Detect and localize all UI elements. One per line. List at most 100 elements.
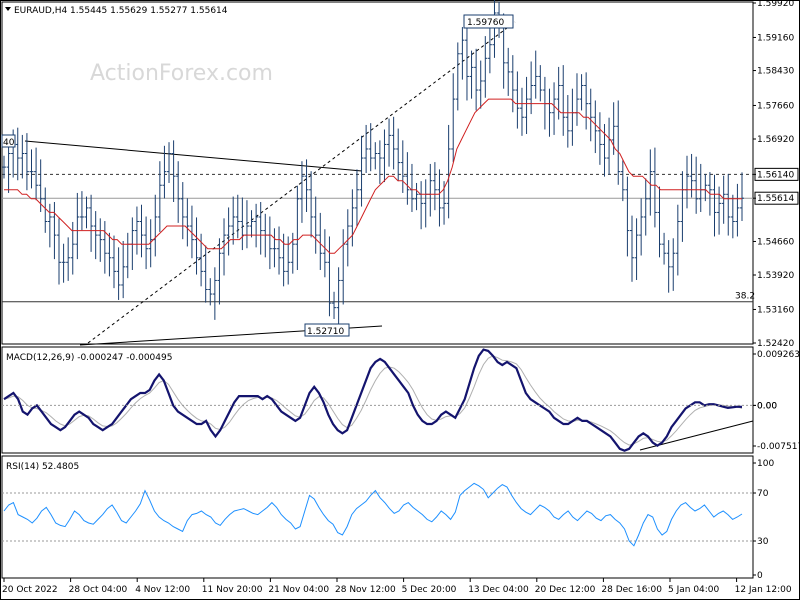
price-bar bbox=[332, 291, 337, 319]
price-bar bbox=[524, 76, 529, 135]
left-edge-label-box bbox=[1, 134, 16, 148]
price-bar bbox=[345, 209, 350, 267]
time-tick-label: 28 Nov 12:00 bbox=[335, 585, 396, 595]
price-bar bbox=[405, 152, 410, 205]
price-bar bbox=[377, 140, 382, 184]
time-tick-label: 11 Nov 20:00 bbox=[202, 585, 263, 595]
macd-tick-label: 0.00 bbox=[757, 401, 777, 411]
macd-panel-frame bbox=[1, 346, 754, 454]
time-tick-label: 12 Jan 12:00 bbox=[735, 585, 792, 595]
price-bar bbox=[740, 172, 744, 222]
price-bar bbox=[446, 124, 451, 219]
price-bar bbox=[616, 100, 621, 185]
price-bar bbox=[675, 204, 680, 276]
price-bar bbox=[588, 88, 593, 142]
price-bar bbox=[309, 171, 314, 238]
price-bar bbox=[295, 185, 300, 271]
price-bar bbox=[148, 219, 153, 268]
price-bar bbox=[167, 142, 172, 183]
price-bar bbox=[602, 124, 607, 177]
price-bar bbox=[432, 162, 437, 211]
price-axis: 1.59920 1.59160 1.58430 1.57660 1.56920 1.561… bbox=[753, 0, 799, 349]
time-tick-label: 28 Dec 16:00 bbox=[601, 585, 662, 595]
price-bar bbox=[652, 147, 657, 228]
price-bar bbox=[565, 95, 570, 148]
price-bar bbox=[451, 73, 456, 163]
price-bar bbox=[400, 140, 405, 193]
price-bar bbox=[322, 229, 327, 278]
high-label: 1.59760 bbox=[467, 18, 504, 28]
low-label: 1.52710 bbox=[307, 327, 344, 337]
price-bar bbox=[6, 140, 11, 193]
time-tick-label: 20 Oct 2022 bbox=[2, 585, 58, 595]
price-bar bbox=[157, 161, 162, 232]
price-bar bbox=[89, 194, 94, 252]
price-tick-label: 1.56140 bbox=[757, 170, 794, 180]
fibonacci-label: 38.2 bbox=[735, 292, 755, 302]
price-bar bbox=[171, 140, 176, 203]
price-bar bbox=[648, 149, 653, 216]
price-bar bbox=[299, 161, 304, 223]
price-bar bbox=[455, 42, 460, 111]
price-bar bbox=[735, 183, 740, 237]
price-bar bbox=[61, 243, 66, 283]
price-bar bbox=[474, 48, 479, 111]
time-tick-label: 4 Nov 12:00 bbox=[135, 585, 190, 595]
rsi-tick-label: 0 bbox=[757, 571, 763, 581]
time-tick-label: 20 Dec 12:00 bbox=[535, 585, 596, 595]
price-bar bbox=[47, 203, 52, 248]
price-bar bbox=[189, 205, 194, 259]
price-bar bbox=[712, 174, 717, 237]
price-bar bbox=[57, 218, 62, 285]
watermark: ActionForex.com bbox=[90, 61, 273, 86]
time-axis: 20 Oct 2022 28 Oct 04:00 4 Nov 12:00 11 Nov… bbox=[2, 578, 792, 595]
price-bar bbox=[2, 155, 6, 179]
time-tick-label: 5 Dec 20:00 bbox=[402, 585, 457, 595]
price-bar bbox=[318, 212, 323, 271]
price-tick-label: 1.53920 bbox=[757, 271, 794, 281]
price-bar bbox=[15, 127, 20, 181]
price-bar bbox=[460, 27, 465, 80]
price-tick-label: 1.52420 bbox=[757, 339, 794, 349]
price-bar bbox=[249, 210, 254, 238]
price-bar bbox=[277, 226, 282, 275]
fibonacci-trendline bbox=[87, 21, 516, 344]
price-bar bbox=[52, 202, 57, 260]
price-bars bbox=[2, 0, 744, 334]
macd-tick-label: 0.00 bbox=[757, 401, 777, 411]
price-tick-label: 1.55614 bbox=[757, 194, 794, 204]
price-bar bbox=[639, 198, 644, 256]
rsi-level-lines bbox=[2, 492, 753, 542]
macd-main-line bbox=[3, 348, 743, 452]
time-tick-label: 21 Nov 04:00 bbox=[268, 585, 329, 595]
price-tick-label: 1.54660 bbox=[757, 237, 794, 247]
rsi-tick-label: 30 bbox=[757, 537, 769, 547]
price-bar bbox=[226, 207, 231, 256]
price-bar bbox=[368, 123, 373, 172]
price-bar bbox=[29, 149, 34, 189]
rsi-axis: 100 70 30 0 bbox=[753, 459, 774, 581]
rsi-tick-label: 100 bbox=[757, 459, 774, 469]
price-bar bbox=[387, 118, 392, 167]
low-label-box bbox=[304, 323, 350, 337]
price-bar bbox=[483, 36, 488, 98]
moving-average-line bbox=[4, 98, 742, 254]
price-bar bbox=[84, 196, 89, 229]
price-bar bbox=[359, 135, 364, 207]
price-bar bbox=[625, 176, 630, 257]
price-tick-label: 1.53160 bbox=[757, 305, 794, 315]
rsi-line bbox=[3, 482, 743, 547]
price-bar bbox=[662, 232, 667, 265]
price-bar bbox=[212, 267, 217, 320]
price-bar bbox=[694, 156, 699, 214]
price-bar bbox=[194, 217, 199, 275]
price-bar bbox=[671, 238, 676, 291]
price-bar bbox=[176, 161, 181, 223]
price-bar bbox=[593, 100, 598, 154]
left-edge-label: 40 bbox=[3, 138, 15, 148]
price-bar bbox=[139, 204, 144, 258]
price-bar bbox=[657, 186, 662, 258]
price-bar bbox=[121, 241, 126, 299]
